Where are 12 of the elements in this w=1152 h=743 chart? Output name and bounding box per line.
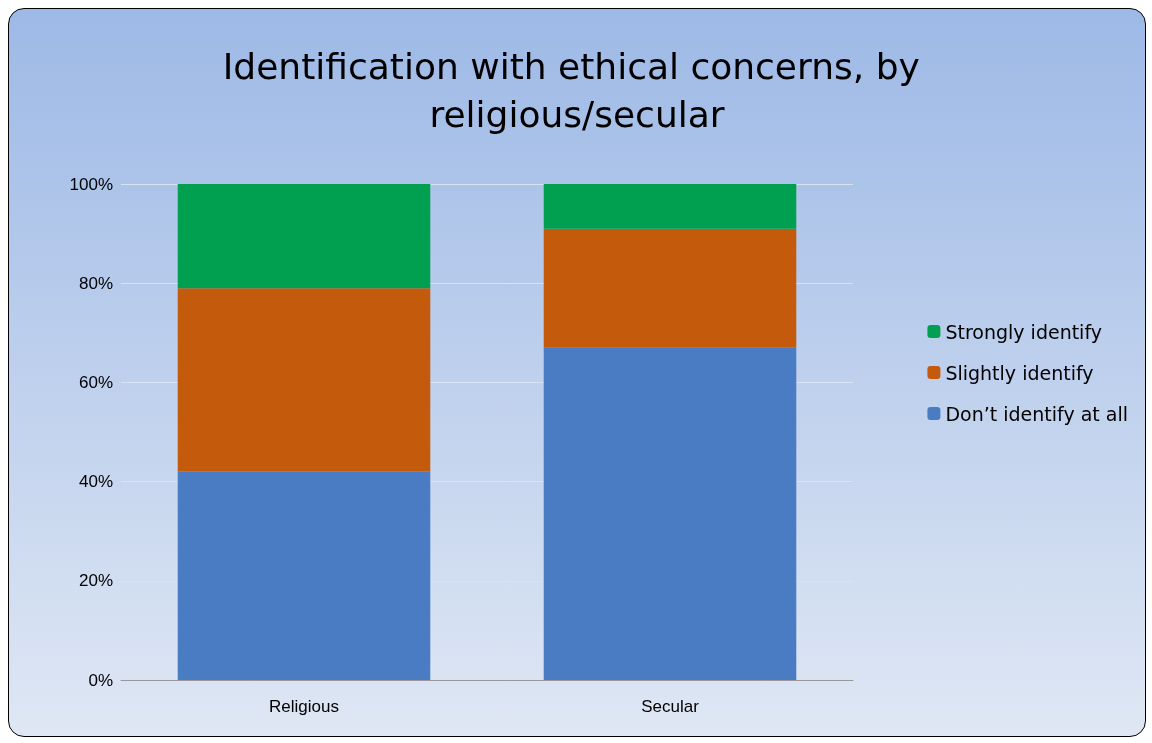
y-tick-label: 40% [78,472,113,492]
legend-label: Slightly identify [945,361,1094,384]
y-tick-label: 60% [78,372,113,392]
x-tick-label: Secular [641,697,700,716]
y-tick-label: 100% [69,174,113,194]
chart-title: Identification with ethical concerns, by religious/secular [222,45,932,135]
legend-label: Don’t identify at all [945,402,1129,425]
legend-label: Strongly identify [945,320,1102,343]
y-tick-label: 20% [78,571,113,591]
x-tick-label: Religious [269,697,339,716]
y-tick-label: 80% [78,273,113,293]
y-tick-label: 0% [88,670,113,690]
